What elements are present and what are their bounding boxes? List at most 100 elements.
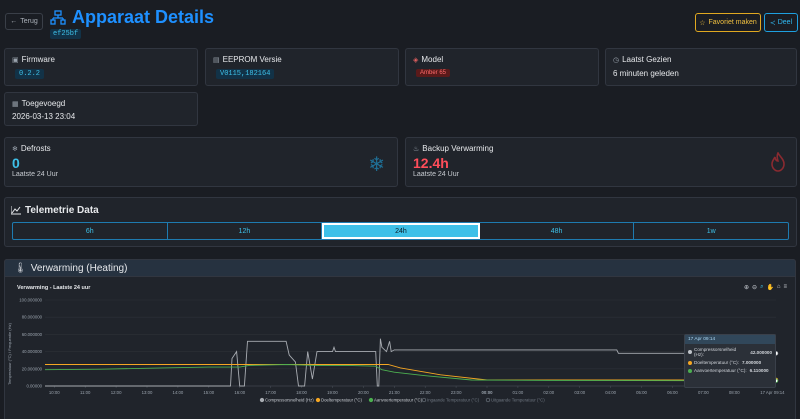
eeprom-label: EEPROM Versie — [222, 55, 282, 64]
share-label: Deel — [777, 19, 793, 26]
backup-value: 12.4h — [413, 155, 449, 171]
back-label: Terug — [20, 18, 38, 25]
tooltip-row: Aanvoertemperatuur (°C): 6.110000 — [685, 365, 775, 373]
network-icon — [50, 9, 66, 25]
back-button[interactable]: ← Terug — [5, 13, 43, 30]
heating-header: 🌡︎ Verwarming (Heating) — [4, 259, 796, 277]
x-axis-ticks: 10:00 11:00 12:00 13:00 14:00 15:00 16:00 17:00… — [49, 386, 785, 395]
page-title: Apparaat Details — [72, 7, 215, 27]
x-tick-label: 02:00 — [543, 390, 554, 395]
tab-24h[interactable]: 24h — [322, 223, 480, 239]
tooltip-row: Doeltemperatuur (°C): 7.000000 — [685, 357, 775, 365]
share-button[interactable]: ≺ Deel — [764, 13, 798, 32]
snowflake-small-icon: ❄ — [12, 145, 18, 153]
x-tick-label: 05:00 — [636, 390, 647, 395]
x-tick-label: 18:00 — [296, 390, 307, 395]
legend-marker — [421, 397, 427, 403]
x-tick-label: 23:00 — [451, 390, 462, 395]
page-header: Apparaat Details — [50, 7, 214, 28]
eeprom-card: ▤ EEPROM Versie V0115,182164 — [205, 48, 399, 86]
x-tick-label: 17:00 — [265, 390, 276, 395]
tab-48h[interactable]: 48h — [480, 223, 635, 239]
tooltip-label: Doeltemperatuur (°C): — [694, 360, 739, 365]
x-tick-label: 06:00 — [667, 390, 678, 395]
chart-title: Verwarming - Laatste 24 uur — [17, 285, 91, 291]
x-tick-label: 08:00 — [729, 390, 740, 395]
backup-sub: Laatste 24 Uur — [413, 171, 459, 178]
clock-icon: ◷ — [613, 56, 620, 64]
snowflake-icon: ❄ — [368, 154, 385, 176]
x-tick-label: 20:00 — [358, 390, 369, 395]
tab-6h[interactable]: 6h — [13, 223, 168, 239]
chart-tooltip: 17 Apr 09:14 Compressorsnelheid (Hz): 42.… — [684, 334, 776, 388]
box-icon: ◈ — [413, 56, 419, 64]
legend-marker — [485, 397, 491, 403]
x-tick-label: 19:00 — [327, 390, 338, 395]
model-badge: Amber 65 — [416, 69, 451, 77]
x-tick-label: 17 Apr 09:14 — [760, 390, 785, 395]
firmware-label: Firmware — [21, 55, 55, 64]
tooltip-label: Compressorsnelheid (Hz): — [694, 347, 737, 357]
tab-12h[interactable]: 12h — [168, 223, 323, 239]
search-icon[interactable]: ⌕ — [760, 284, 764, 290]
last-seen-card: ◷ Laatst Gezien 6 minuten geleden — [605, 48, 797, 86]
calendar-icon: ▦ — [12, 100, 19, 108]
y-tick-label: 40.000000 — [22, 349, 43, 354]
added-card: ▦ Toegevoegd 2026-03-13 23:04 — [4, 92, 198, 126]
tooltip-label: Aanvoertemperatuur (°C): — [694, 368, 747, 373]
heating-chart: 0.00000 20.000000 40.000000 60.000000 80.000… — [7, 298, 785, 403]
x-tick-label: 04:00 — [605, 390, 616, 395]
memory-icon: ▤ — [213, 56, 220, 64]
flame-small-icon: ♨ — [413, 145, 420, 153]
firmware-badge: 0.2.2 — [15, 69, 45, 79]
backup-heating-card: ♨ Backup Verwarming 12.4h Laatste 24 Uur — [405, 137, 797, 187]
tooltip-value: 42.000000 — [750, 349, 772, 355]
x-tick-label: 12:00 — [111, 390, 122, 395]
chart-line-icon — [11, 206, 21, 215]
x-tick-label: 01:00 — [513, 390, 524, 395]
legend-label: Uitgaande Temperatuur (°C) — [491, 398, 545, 403]
legend-marker — [315, 397, 321, 403]
legend-label: Ingaande Temperatuur (°C) — [427, 398, 480, 403]
firmware-card: ▣ Firmware 0.2.2 — [4, 48, 198, 86]
x-tick-label: 16:00 — [234, 390, 245, 395]
tab-1w[interactable]: 1w — [706, 227, 716, 235]
y-axis-ticks: 0.00000 20.000000 40.000000 60.000000 80.000… — [19, 298, 42, 389]
defrosts-sub: Laatste 24 Uur — [12, 171, 58, 178]
y-axis-label: Temperatuur (°C) / Frequentie (Hz) — [7, 322, 12, 385]
y-tick-label: 60.000000 — [22, 332, 43, 337]
y-tick-label: 80.000000 — [22, 315, 43, 320]
series-line — [45, 364, 776, 381]
flame-icon — [771, 152, 785, 172]
defrosts-value: 0 — [12, 155, 20, 171]
last-seen-label: Laatst Gezien — [622, 55, 672, 64]
tooltip-time: 17 Apr 09:14 — [685, 335, 775, 344]
zoom-in-icon[interactable]: ⊕ — [744, 285, 750, 291]
pan-hand-icon[interactable]: ✋ — [766, 285, 774, 291]
heating-title: Verwarming (Heating) — [30, 263, 128, 274]
share-icon: ≺ — [769, 19, 776, 27]
legend-label: Doeltemperatuur (°C) — [321, 398, 362, 403]
chart-toolbar: ⊕ ⊖ ⌕ ✋ ⌂ ≡ — [744, 284, 787, 291]
x-tick-label: 11:00 — [80, 390, 91, 395]
added-label: Toegevoegd — [21, 99, 66, 108]
x-tick-label: 15:00 — [203, 390, 214, 395]
chart-grid — [45, 299, 776, 387]
star-icon: ☆ — [699, 19, 706, 27]
legend-label: Aanvoertemperatuur (°C) — [374, 398, 423, 403]
home-icon[interactable]: ⌂ — [776, 284, 781, 290]
chip-icon: ▣ — [12, 56, 19, 64]
favorite-button[interactable]: ☆ Favoriet maken — [695, 13, 761, 32]
tooltip-value: 7.000000 — [741, 360, 762, 365]
x-tick-label: 00:00 — [482, 390, 494, 395]
tooltip-dot — [688, 360, 692, 365]
menu-icon[interactable]: ≡ — [783, 284, 788, 290]
heating-card — [4, 259, 796, 419]
defrosts-card: ❄ Defrosts 0 Laatste 24 Uur ❄ — [4, 137, 398, 187]
added-value: 2026-03-13 23:04 — [12, 112, 76, 121]
thermometer-icon: 🌡︎ — [14, 263, 27, 274]
arrow-left-icon: ← — [10, 18, 18, 25]
legend-marker — [259, 397, 265, 403]
telemetry-title-label: Telemetrie Data — [25, 205, 99, 216]
zoom-out-icon[interactable]: ⊖ — [752, 285, 758, 291]
